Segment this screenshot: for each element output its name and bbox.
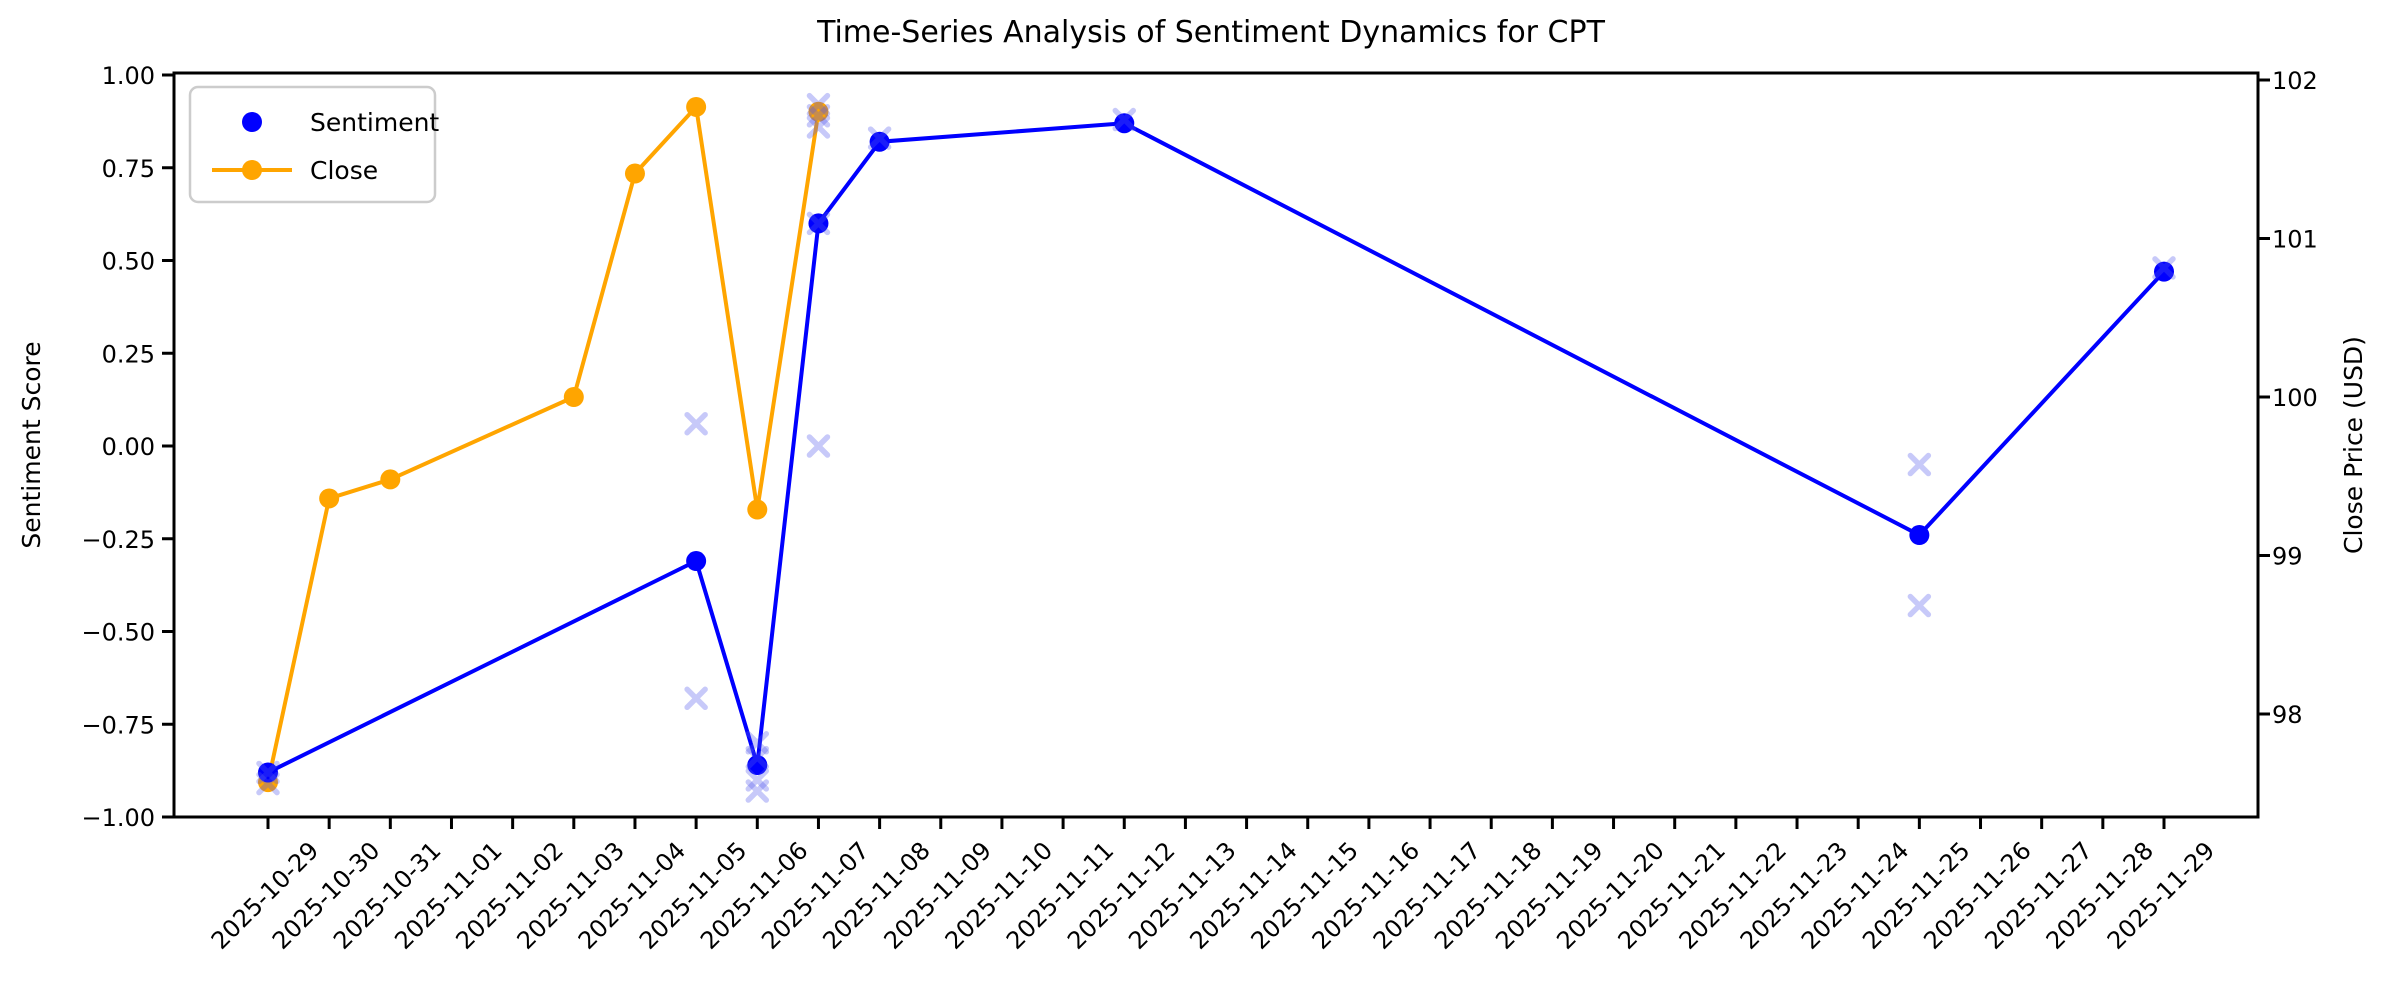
x-marker: [256, 760, 280, 785]
sentiment-dot: [869, 131, 890, 152]
close-dot: [686, 96, 707, 117]
left-tick-label: −0.75: [81, 711, 155, 739]
x-marker: [806, 104, 831, 128]
x-marker: [867, 126, 892, 150]
x-marker: [1907, 452, 1932, 477]
sentiment-dot: [1114, 113, 1135, 134]
x-marker: [745, 768, 770, 792]
legend-close-marker: [242, 160, 262, 180]
left-tick-label: 0.75: [102, 155, 155, 183]
right-tick-label: 102: [2272, 67, 2318, 95]
x-marker: [1907, 593, 1932, 618]
x-marker: [1112, 107, 1137, 132]
legend-sentiment-label: Sentiment: [310, 108, 439, 137]
close-line: [266, 104, 821, 783]
left-tick-label: 0.50: [102, 248, 155, 276]
x-marker: [806, 434, 831, 458]
right-tick-label: 98: [2272, 701, 2303, 729]
sentiment-dot: [258, 762, 278, 783]
x-marker: [2152, 256, 2176, 280]
left-axis-tick-labels: 1.00 0.75 0.50 0.25 0.00 −0.25 −0.50 −0.75 −1.00: [81, 62, 155, 832]
legend: Sentiment Close: [188, 85, 439, 204]
right-tick-label: 100: [2272, 384, 2318, 412]
sentiment-dot: [1909, 525, 1930, 546]
sentiment-dot: [808, 213, 829, 234]
left-axis-label: Sentiment Score: [17, 341, 46, 548]
left-tick-label: 1.00: [102, 62, 155, 90]
sentiment-line: [267, 121, 2166, 775]
sentiment-dot: [2154, 261, 2174, 282]
close-dot: [380, 469, 401, 490]
close-dot: [624, 163, 645, 184]
legend-sentiment-marker: [242, 112, 262, 132]
x-marker: [806, 115, 831, 139]
x-marker: [684, 686, 708, 711]
left-tick-label: 0.00: [102, 433, 155, 461]
legend-close-label: Close: [310, 156, 378, 185]
right-axis-tick-labels: 102 101 100 99 98: [2272, 67, 2318, 729]
x-axis-ticks: [266, 817, 2166, 829]
x-marker: [745, 731, 770, 755]
right-axis-label: Close Price (USD): [2339, 336, 2368, 554]
right-axis-ticks: [2258, 78, 2270, 716]
sentiment-series: [258, 113, 2174, 783]
plot-frame: [172, 71, 2260, 819]
right-tick-label: 99: [2272, 543, 2303, 571]
sentiment-dot: [747, 755, 768, 776]
close-dot: [808, 101, 829, 122]
x-axis-tick-labels: 2025-10-292025-10-302025-10-312025-11-01…: [206, 836, 2220, 954]
close-dot: [747, 499, 768, 520]
close-dot: [319, 488, 340, 509]
sentiment-dot: [686, 551, 707, 572]
x-marker: [684, 411, 708, 436]
x-marker: [806, 92, 831, 117]
left-tick-label: 0.25: [102, 340, 155, 368]
x-marker: [806, 211, 831, 236]
left-axis-ticks: [162, 73, 174, 819]
x-marker: [745, 779, 770, 803]
left-tick-label: −1.00: [81, 804, 155, 832]
left-tick-label: −0.25: [81, 526, 155, 554]
x-marker: [745, 745, 770, 770]
sentiment-x-markers: [256, 92, 2176, 803]
x-marker: [256, 771, 280, 796]
close-dot: [563, 387, 584, 407]
right-tick-label: 101: [2272, 226, 2318, 254]
left-tick-label: −0.50: [81, 619, 155, 647]
chart-title: Time-Series Analysis of Sentiment Dynami…: [816, 15, 1606, 50]
